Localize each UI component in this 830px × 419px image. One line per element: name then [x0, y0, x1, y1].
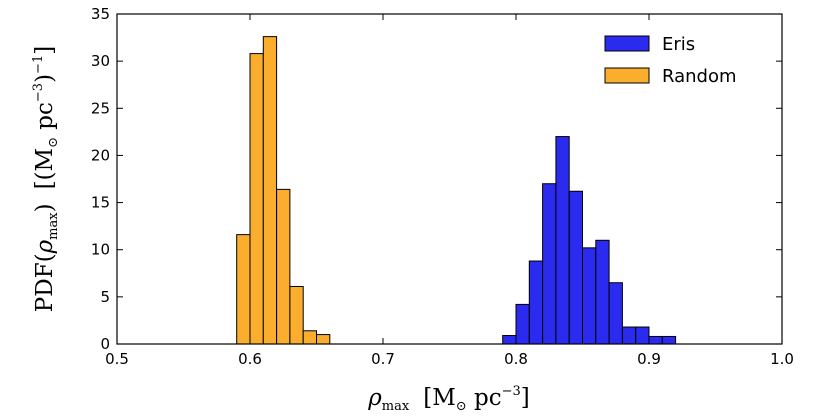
ticks-layer: 0.5 0.6 0.7 0.8 0.9 1.0 0 5 10 15 20 25 30 35	[91, 5, 794, 368]
histogram-bar-eris	[515, 303, 530, 345]
histogram-bar-eris	[555, 136, 570, 345]
histogram-bar-random	[289, 285, 304, 345]
histogram-bar-eris	[621, 326, 637, 345]
x-tick-label: 0.8	[504, 350, 528, 368]
y-tick-label: 20	[91, 146, 110, 164]
histogram-bar-random	[262, 36, 278, 345]
y-axis-label: PDF(ρmax)[(M⊙ pc−3)−1]	[31, 46, 61, 312]
histogram-bar-eris	[502, 335, 517, 345]
y-tick-label: 15	[91, 194, 110, 212]
histogram-bar-eris	[608, 282, 623, 345]
legend-label-random: Random	[662, 66, 737, 87]
histogram-bar-eris	[542, 183, 557, 345]
legend-label-eris: Eris	[662, 34, 695, 55]
histogram-bar-eris	[648, 335, 663, 345]
y-tick-label: 10	[91, 241, 110, 259]
y-tick-label: 30	[91, 52, 110, 70]
histogram-bar-eris	[582, 247, 597, 345]
x-tick-label: 0.7	[371, 350, 395, 368]
histogram-bar-eris	[635, 326, 650, 345]
x-axis-label: ρmax [M⊙ pc−3]	[367, 384, 529, 414]
x-tick-label: 0.6	[238, 350, 262, 368]
histogram-bar-random	[249, 53, 264, 345]
y-tick-label: 0	[100, 335, 110, 353]
histogram-bar-random	[276, 188, 291, 345]
histogram-bar-random	[302, 330, 318, 345]
y-tick-label: 25	[91, 99, 110, 117]
histogram-bar-eris	[528, 260, 544, 345]
histogram-bar-eris	[661, 335, 677, 345]
x-tick-label: 0.5	[105, 350, 129, 368]
histogram-bar-eris	[595, 239, 610, 345]
histogram-bar-random	[316, 334, 331, 345]
legend-swatch-random	[604, 67, 650, 84]
y-tick-label: 35	[91, 5, 110, 23]
y-tick-label: 5	[100, 288, 110, 306]
x-tick-label: 0.9	[637, 350, 661, 368]
plot-frame	[116, 13, 783, 345]
bars-layer	[236, 36, 677, 345]
legend-swatch-eris	[604, 35, 650, 52]
histogram-bar-eris	[568, 190, 584, 345]
x-tick-label: 1.0	[770, 350, 794, 368]
legend: Eris Random	[604, 34, 737, 87]
histogram-bar-random	[236, 234, 251, 345]
